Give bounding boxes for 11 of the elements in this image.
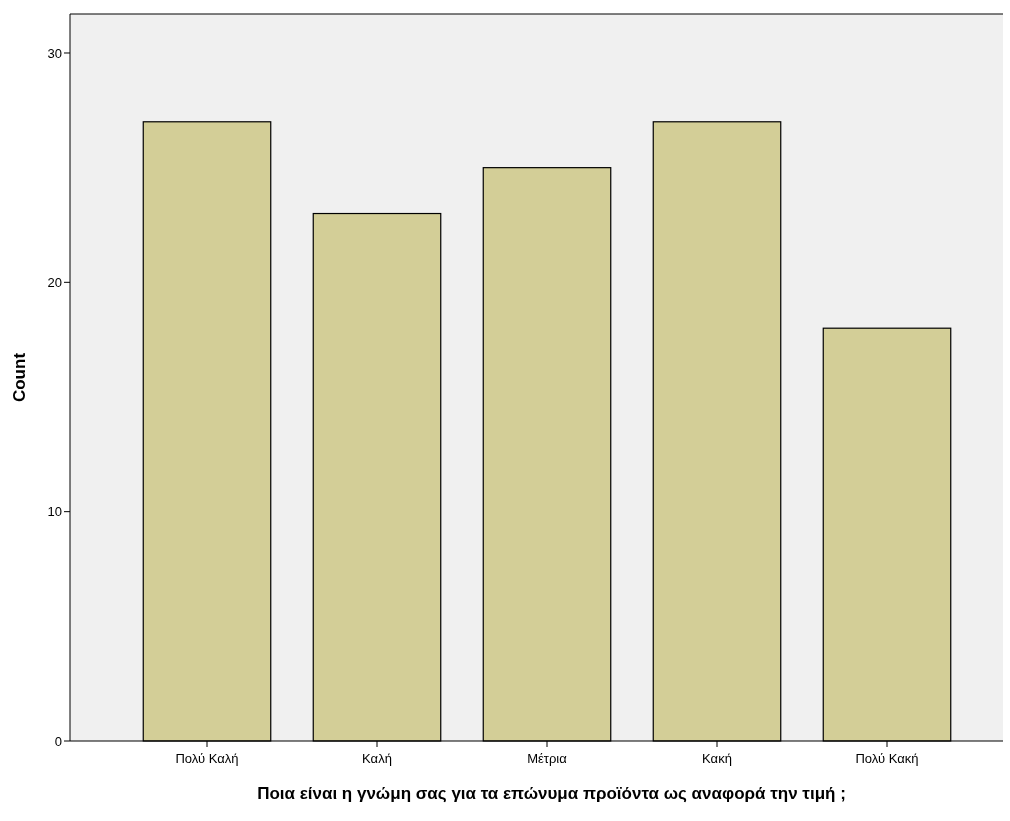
y-tick-label: 30 xyxy=(47,45,62,61)
x-tick-label: Κακή xyxy=(702,751,732,766)
x-tick-label: Μέτρια xyxy=(527,751,568,766)
y-tick-label: 10 xyxy=(47,504,62,520)
y-axis-title: Count xyxy=(10,352,29,403)
y-tick-label: 20 xyxy=(47,274,62,290)
y-tick-label: 0 xyxy=(54,733,62,749)
x-tick-label: Πολύ Καλή xyxy=(175,751,239,766)
x-tick-label: Πολύ Κακή xyxy=(855,751,919,766)
x-tick-label: Καλή xyxy=(362,751,392,766)
x-axis-title: Ποια είναι η γνώμη σας για τα επώνυμα προϊόντα ως αναφορά την τιμή ; xyxy=(257,784,846,803)
